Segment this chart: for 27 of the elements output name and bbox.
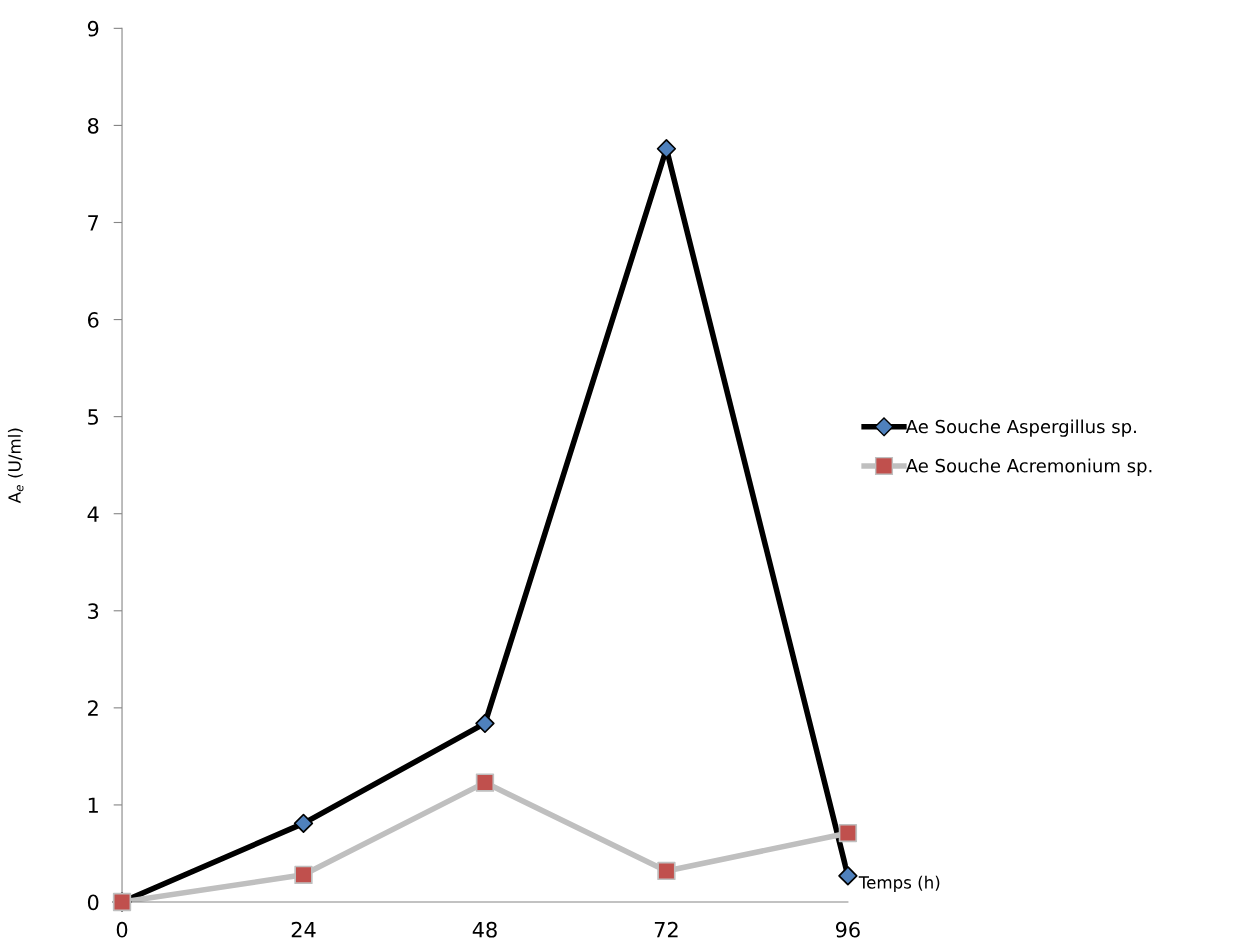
point	[656, 139, 677, 159]
x-tick-label: 24	[291, 921, 316, 938]
x-tick-label: 72	[654, 921, 678, 938]
point	[475, 773, 495, 792]
point	[293, 813, 314, 834]
point	[657, 861, 676, 881]
x-tick-label: 48	[472, 921, 497, 938]
y-tick-label: 0	[87, 894, 99, 911]
point	[838, 866, 858, 886]
y-tick-label: 5	[88, 409, 98, 425]
y-tick-label: 9	[87, 20, 99, 37]
y-tick-label: 7	[88, 215, 99, 231]
y-tick-label: 6	[88, 312, 99, 328]
y-tick-label: 2	[88, 700, 98, 716]
y-tick-label: 4	[87, 506, 99, 522]
legend-label: Ae Souche Acremonium sp.	[905, 458, 1152, 477]
legend-label: Ae Souche Aspergillus sp.	[905, 419, 1136, 437]
point	[838, 823, 858, 843]
y-axis-title: A$_{e}$ (U/ml)	[7, 428, 24, 504]
y-tick-label: 3	[88, 603, 99, 619]
x-tick-label: 0	[116, 921, 128, 938]
point	[294, 865, 313, 884]
point	[475, 713, 495, 734]
y-tick-label: 8	[87, 117, 99, 134]
y-tick-label: 1	[88, 797, 98, 813]
x-tick-label: 96	[835, 921, 860, 938]
x-axis-title: Temps (h)	[858, 875, 940, 892]
